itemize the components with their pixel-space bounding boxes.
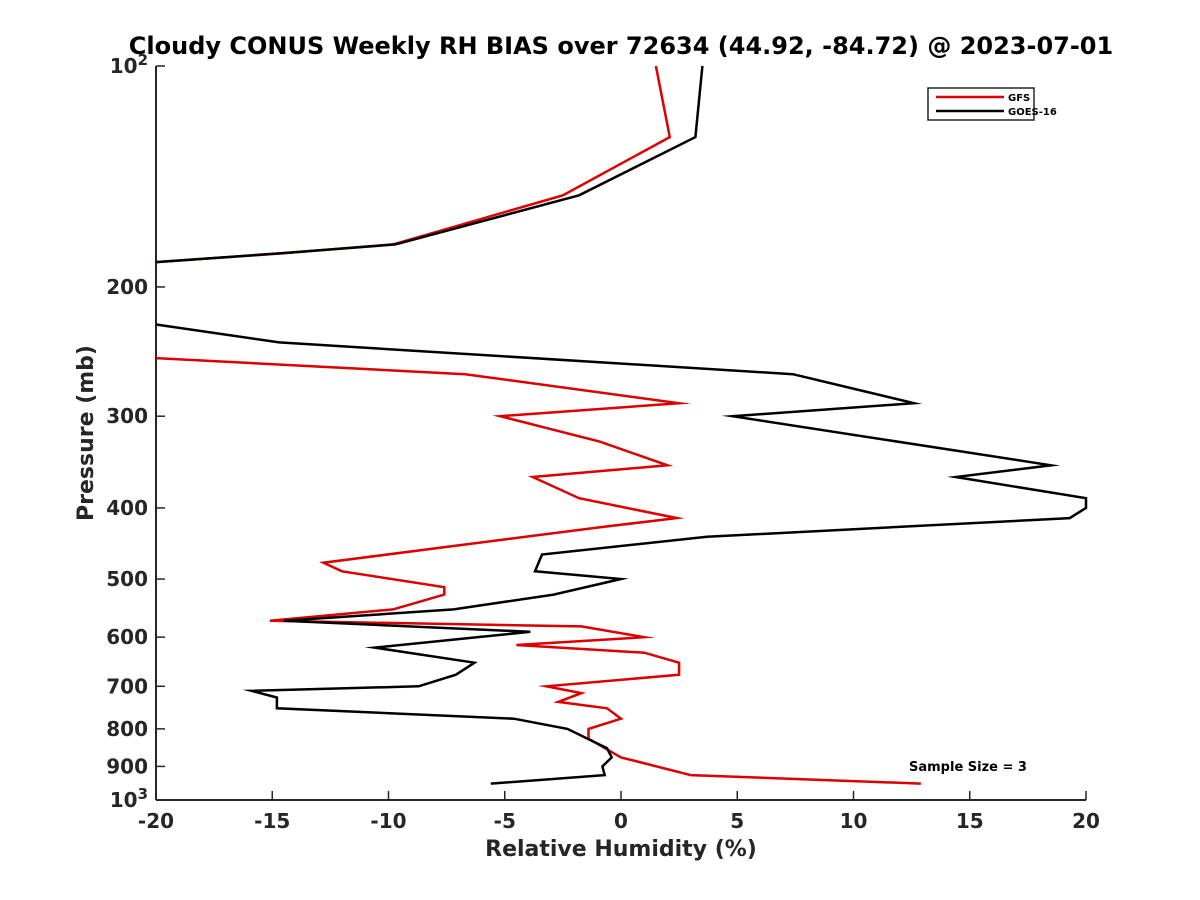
x-tick-label: 5 xyxy=(730,809,744,833)
y-tick-label: 300 xyxy=(106,404,148,428)
x-axis-label: Relative Humidity (%) xyxy=(485,837,757,862)
legend: GFS GOES-16 xyxy=(927,87,1057,121)
legend-box xyxy=(927,87,1035,121)
y-axis-label: Pressure (mb) xyxy=(74,345,99,521)
series-line-goes-16 xyxy=(155,323,1088,785)
sample-size-annotation: Sample Size = 3 xyxy=(909,760,1027,775)
x-tick-label: -5 xyxy=(494,809,516,833)
y-tick-label: 900 xyxy=(106,754,148,778)
x-tick-label: 10 xyxy=(840,809,868,833)
chart-title: Cloudy CONUS Weekly RH BIAS over 72634 (… xyxy=(129,32,1113,60)
plot-area: -20 -15 -10 -5 0 5 10 15 20 102 200 300 400 500 600 700… xyxy=(106,51,1100,833)
y-tick-label: 102 xyxy=(110,51,148,78)
legend-label-gfs: GFS xyxy=(1008,93,1030,104)
y-tick-label: 700 xyxy=(106,674,148,698)
x-tick-label: 15 xyxy=(956,809,984,833)
y-tick-label: 103 xyxy=(110,785,148,812)
x-tick-label: 20 xyxy=(1072,809,1100,833)
y-tick-label: 800 xyxy=(106,717,148,741)
x-tick-label: -10 xyxy=(370,809,406,833)
y-tick-label: 200 xyxy=(106,275,148,299)
x-tick-label: 0 xyxy=(614,809,628,833)
y-tick-label: 600 xyxy=(106,625,148,649)
series-line-goes-16 xyxy=(155,65,704,264)
y-tick-label: 500 xyxy=(106,567,148,591)
x-tick-label: -20 xyxy=(138,809,174,833)
x-tick-label: -15 xyxy=(254,809,290,833)
legend-label-goes-16: GOES-16 xyxy=(1008,107,1057,118)
y-tick-label: 400 xyxy=(106,496,148,520)
series-line-gfs xyxy=(155,356,921,785)
series-line-gfs xyxy=(155,65,672,264)
